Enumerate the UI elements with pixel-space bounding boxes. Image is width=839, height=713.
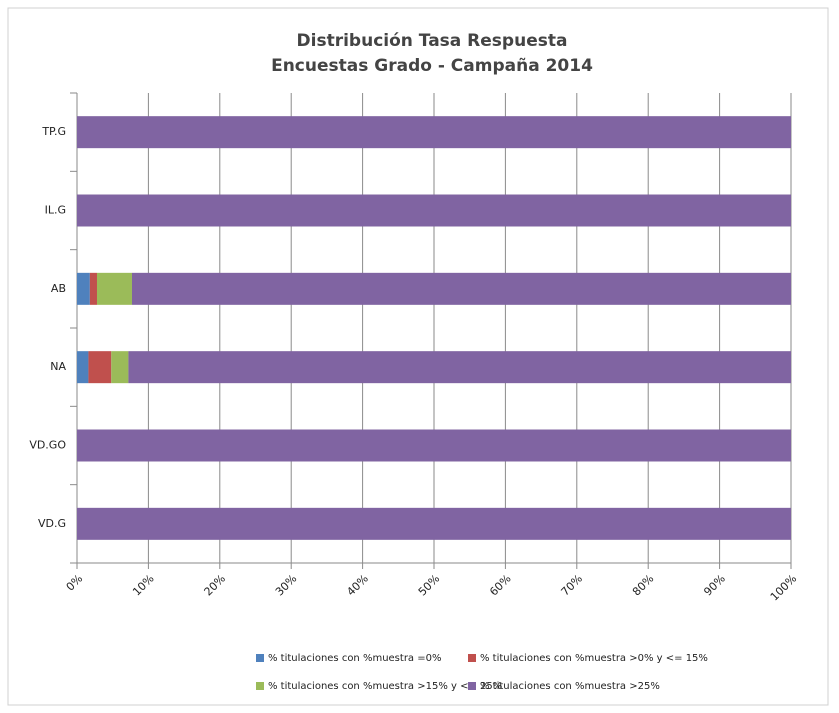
bar-segment bbox=[77, 116, 791, 149]
legend-swatch bbox=[256, 682, 264, 690]
y-tick-label: AB bbox=[51, 282, 66, 295]
legend-swatch bbox=[468, 682, 476, 690]
bar-segment bbox=[128, 351, 791, 384]
bar-segment bbox=[77, 351, 89, 384]
legend-label: % titulaciones con %muestra >25% bbox=[480, 681, 660, 692]
legend-label: % titulaciones con %muestra =0% bbox=[268, 653, 441, 664]
bar-segment bbox=[77, 272, 90, 305]
bar-segment bbox=[111, 351, 129, 384]
bar-segment bbox=[77, 429, 791, 462]
y-tick-label: VD.G bbox=[38, 517, 66, 530]
bar-segment bbox=[96, 272, 132, 305]
y-tick-label: TP.G bbox=[41, 125, 66, 138]
chart-title: Distribución Tasa Respuesta bbox=[297, 31, 568, 51]
y-tick-label: IL.G bbox=[45, 204, 66, 217]
chart-title: Encuestas Grado - Campaña 2014 bbox=[271, 56, 593, 76]
legend-swatch bbox=[468, 654, 476, 662]
bar-segment bbox=[77, 194, 791, 227]
bar-segment bbox=[77, 507, 791, 540]
y-tick-label: NA bbox=[50, 360, 66, 373]
bar-segment bbox=[131, 272, 791, 305]
bar-segment bbox=[89, 272, 97, 305]
legend-swatch bbox=[256, 654, 264, 662]
bar-segment bbox=[88, 351, 112, 384]
legend-label: % titulaciones con %muestra >15% y <= 25… bbox=[268, 681, 502, 692]
legend-label: % titulaciones con %muestra >0% y <= 15% bbox=[480, 653, 708, 664]
y-tick-label: VD.GO bbox=[29, 439, 66, 452]
